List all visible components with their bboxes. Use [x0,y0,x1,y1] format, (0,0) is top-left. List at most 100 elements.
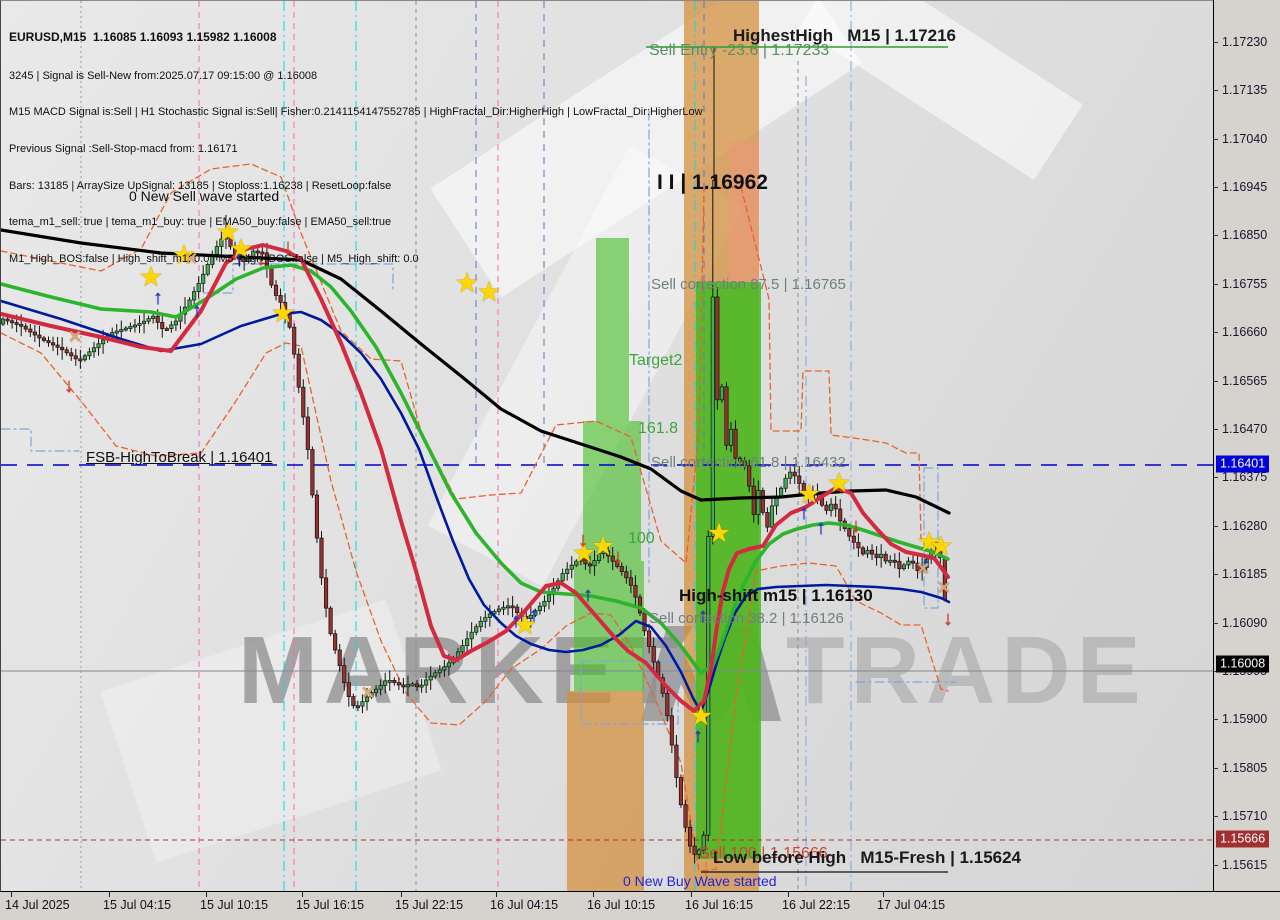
price-axis-label: 1.16755 [1222,276,1268,291]
time-axis-tick [109,892,110,897]
time-axis-label: 16 Jul 10:15 [587,898,656,912]
tema-line: tema_m1_sell: true | tema_m1_buy: true |… [9,216,392,229]
time-axis-label: 15 Jul 22:15 [395,898,464,912]
chart-annotation: Sell Entry -23.6 | 1.17233 [649,42,830,59]
price-axis-label: 1.16850 [1222,228,1268,243]
buy-arrow-icon: ↑ [153,287,163,309]
moving-averages-layer [1,228,951,714]
price-axis-tick [1214,477,1218,479]
envelope-layer [1,163,949,872]
exit-x-icon: ✕ [67,327,83,347]
chart-annotation: 0 New Buy Wave started [623,873,777,889]
chart-annotation: 161.8 [638,420,679,437]
buy-arrow-icon: ↑ [921,554,931,576]
price-axis-label: 1.15805 [1222,760,1268,775]
signal-star-icon: ★ [828,470,850,497]
price-axis-label: 1.16185 [1222,567,1268,582]
exit-x-icon: ✕ [915,559,931,579]
exit-x-icon: ✕ [360,683,376,703]
price-axis-label: 1.16565 [1222,373,1268,388]
buy-arrow-icon: ↑ [234,248,244,270]
signal-star-icon: ★ [930,533,952,560]
time-axis-tick [788,892,789,897]
price-axis-label: 1.15615 [1222,857,1268,872]
price-axis-label: 1.17135 [1222,83,1268,98]
signal-star-icon: ★ [478,279,500,306]
buy-arrow-icon: ↑ [583,584,593,606]
signal-line: 3245 | Signal is Sell-New from:2025.07.1… [9,69,318,82]
buy-arrow-icon: ↑ [529,604,539,626]
signal-star-icon: ★ [514,612,536,639]
price-axis-label: 1.16090 [1222,615,1268,630]
sell-arrow-icon: ↓ [851,515,861,537]
sell-arrow-icon: ↓ [283,236,293,258]
time-axis-label: 16 Jul 22:15 [782,898,851,912]
buy-arrow-icon: ↑ [799,502,809,524]
price-axis-tick [1214,235,1218,237]
time-axis[interactable]: 14 Jul 2025 15 Jul 04:15 15 Jul 10:15 15 Ju… [0,891,1280,920]
time-axis-label: 15 Jul 04:15 [103,898,172,912]
chart-info-overlay: EURUSD,M15 1.16085 1.16093 1.15982 1.160… [9,6,703,289]
price-axis-tick [1214,816,1218,818]
price-axis-label: 1.17040 [1222,131,1268,146]
bars-line: Bars: 13185 | ArraySize UpSignal: 13185 … [9,179,392,192]
chart-annotation: I I | 1.16962 [657,171,768,194]
chart-canvas[interactable] [1,1,1214,892]
price-badge-red: 1.15666 [1216,830,1270,848]
price-axis-tick [1214,428,1218,430]
signal-star-icon: ★ [798,481,820,508]
time-axis-label: 16 Jul 04:15 [490,898,559,912]
signal-star-icon: ★ [573,540,595,567]
chart-annotation: 0 New Sell wave started [129,188,280,204]
price-axis-tick [1214,864,1218,866]
time-axis-tick [11,892,12,897]
time-axis-label: 16 Jul 16:15 [685,898,754,912]
signal-star-icon: ★ [456,270,478,297]
exit-x-icon: ✕ [183,249,199,269]
symbol-ohlc-line: EURUSD,M15 1.16085 1.16093 1.15982 1.160… [9,30,277,45]
chart-annotation: Target2 [629,352,683,369]
signal-star-icon: ★ [272,300,294,327]
annotations-layer: HighestHigh M15 | 1.17216 Sell Entry -23.… [1,1,1214,892]
price-axis-label: 1.16660 [1222,325,1268,340]
price-axis-label: 1.16470 [1222,421,1268,436]
price-axis-tick [1214,767,1218,769]
signal-star-icon: ★ [230,236,252,263]
time-axis-label: 15 Jul 16:15 [296,898,365,912]
previous-signal-line: Previous Signal :Sell-Stop-macd from: 1.… [9,143,238,156]
price-axis-tick [1214,332,1218,334]
chart-annotation: Sell correction 87.5 | 1.16765 [651,276,846,293]
time-axis-tick [206,892,207,897]
signal-star-icon: ★ [173,242,195,269]
price-axis-tick [1214,90,1218,92]
sell-arrow-icon: ↓ [613,546,623,568]
price-axis-tick [1214,41,1218,43]
chart-annotation: Low before High M15-Fresh | 1.15624 [713,848,1022,867]
price-axis-label: 1.15900 [1222,712,1268,727]
price-axis-tick [1214,138,1218,140]
signal-star-icon: ★ [690,703,712,730]
price-axis-label: 1.16280 [1222,518,1268,533]
chart-annotation: FSB-HighToBreak | 1.16401 [86,449,273,466]
price-badge-blue: 1.16401 [1216,455,1270,473]
time-axis-tick [691,892,692,897]
buy-arrow-icon: ↑ [698,605,708,627]
bos-line: M1_High_BOS:false | High_shift_m1: 0.0 |… [9,252,419,265]
price-axis-tick [1214,719,1218,721]
sell-arrow-icon: ↓ [256,248,266,270]
buy-arrow-icon: ↑ [693,725,703,747]
price-axis[interactable]: 1.17230 1.17135 1.17040 1.16945 1.16850 1.167… [1213,0,1280,891]
chart-annotation: High-shift m15 | 1.16130 [679,586,873,605]
price-axis-label: 1.16375 [1222,470,1268,485]
chart-annotation: HighestHigh M15 | 1.17216 [733,26,957,45]
chart-plot-area[interactable]: MARKET TRADE ★ ★ ★ ★ ★ ★ ★ ★ ★ ★ ★ ★ ★ ★ ★ ★ ↑ ↑ ↑ ↑ ↑ ↑ ↑ ↑ ↑ ↑ ↑… [0,0,1214,892]
buy-arrow-icon: ↑ [816,517,826,539]
level-lines-layer [1,46,1214,873]
chart-annotation: Sell correction 38.2 | 1.16126 [649,610,844,627]
time-axis-tick [593,892,594,897]
price-axis-label: 1.16945 [1222,179,1268,194]
sell-arrow-icon: ↓ [578,529,588,551]
vertical-gridlines-layer [80,1,852,892]
signal-star-icon: ★ [140,264,162,291]
